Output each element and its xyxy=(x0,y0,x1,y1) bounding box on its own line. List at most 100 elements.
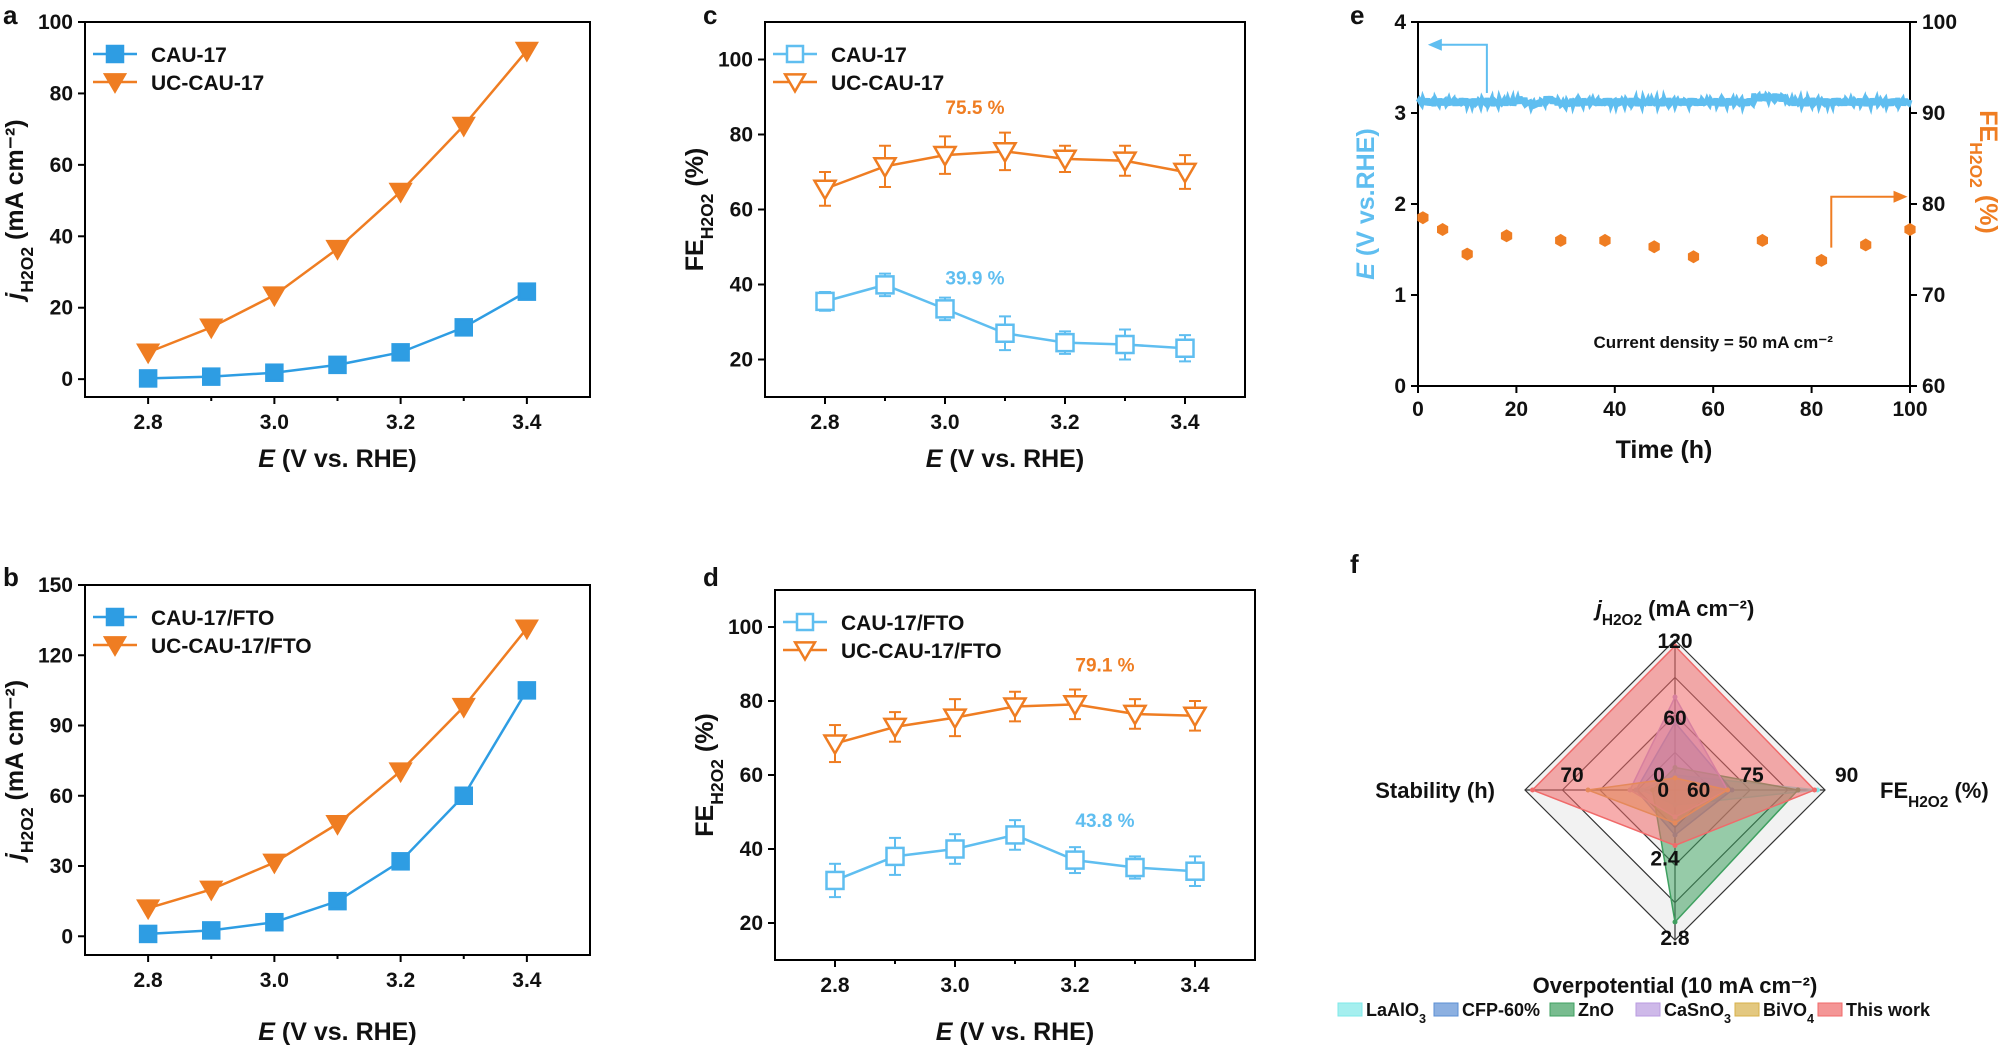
data-point xyxy=(136,899,161,921)
data-point xyxy=(1005,825,1025,845)
x-tick-label: 3.0 xyxy=(940,974,969,997)
legend-swatch xyxy=(1337,1002,1363,1017)
radar-legend-item: This work xyxy=(1817,1000,1931,1020)
legend-marker xyxy=(795,612,815,632)
y-tick-label: 4 xyxy=(1394,11,1406,34)
potential-trace xyxy=(1415,89,1913,116)
y-tick-label: 30 xyxy=(50,855,73,878)
panel-d: d 2.8 3.0 3.2 3.4 20 40 60 80 100 E (V vs. RHE) FEH… xyxy=(691,562,1256,1046)
legend-marker xyxy=(782,73,808,94)
x-tick-label: 3.4 xyxy=(1180,974,1210,997)
data-point xyxy=(514,41,539,63)
y-tick-label: 60 xyxy=(50,154,73,177)
x-tick-label: 3.4 xyxy=(1170,411,1200,434)
x-tick-label: 2.8 xyxy=(134,969,164,992)
data-point xyxy=(262,286,287,308)
data-point xyxy=(875,275,895,295)
legend-swatch xyxy=(1433,1002,1459,1017)
radar-tick: 0 xyxy=(1653,764,1665,787)
radar-tick: 0 xyxy=(1657,779,1669,802)
radar-tick: 75 xyxy=(1740,764,1764,787)
x-tick-label: 40 xyxy=(1603,398,1626,421)
legend-item: CAU-17/FTO xyxy=(783,612,964,635)
series-UC-CAU-17 xyxy=(136,41,539,365)
y-tick-label: 0 xyxy=(1394,375,1406,398)
x-axis-label: E (V vs. RHE) xyxy=(936,1018,1094,1046)
panel-letter-e: e xyxy=(1350,0,1364,30)
plot-frame xyxy=(1417,21,1911,387)
data-point xyxy=(1002,697,1028,720)
radar-point xyxy=(1812,787,1817,793)
radar-tick: 120 xyxy=(1657,630,1692,653)
data-point xyxy=(388,762,413,784)
fe-point xyxy=(1904,223,1916,236)
y-tick-label: 60 xyxy=(740,764,763,787)
y-tick-label: 80 xyxy=(730,124,753,147)
x-tick-label: 2.8 xyxy=(820,974,850,997)
fe-point xyxy=(1648,240,1660,254)
radar-legend-item: ZnO xyxy=(1549,1000,1614,1020)
y-tick-label: 40 xyxy=(730,274,753,297)
legend-swatch xyxy=(1734,1002,1760,1017)
radar-tick: 90 xyxy=(1835,764,1858,787)
data-point xyxy=(1065,850,1085,870)
y-tick-label: 80 xyxy=(740,690,763,713)
x-tick-label: 3.4 xyxy=(512,969,542,992)
left-axis-arrow xyxy=(1437,43,1488,93)
radar-tick: 60 xyxy=(1687,779,1710,802)
y-tick-label: 20 xyxy=(740,912,763,935)
x-axis-label: E (V vs. RHE) xyxy=(258,1018,416,1046)
x-tick-label: 3.0 xyxy=(930,411,959,434)
y-tick-label: 40 xyxy=(50,225,73,248)
right-axis-arrow xyxy=(1830,195,1896,248)
panel-letter-a: a xyxy=(3,0,18,30)
y-tick-label: 100 xyxy=(718,49,753,72)
data-point xyxy=(325,239,350,261)
radar-point xyxy=(1672,643,1678,649)
data-point xyxy=(454,318,473,337)
y-tick-label: 100 xyxy=(38,11,73,34)
y-tick-label: 0 xyxy=(61,925,73,948)
data-point xyxy=(454,786,473,806)
legend-label: ZnO xyxy=(1578,1000,1614,1020)
data-point xyxy=(265,363,284,382)
series-CAU-17/FTO xyxy=(825,819,1205,899)
y-axis-label: FEH2O2 (%) xyxy=(681,148,717,272)
y-axis-label: jH2O2 (mA cm⁻²) xyxy=(1,119,37,302)
y-tick-label: 150 xyxy=(38,574,73,597)
x-tick-label: 100 xyxy=(1892,398,1927,421)
fe-point xyxy=(1461,247,1473,261)
series-CAU-17 xyxy=(138,282,537,388)
radar-tick: 70 xyxy=(1560,764,1583,787)
annotation: 75.5 % xyxy=(945,98,1004,119)
data-point xyxy=(1055,332,1075,353)
radar-tick: 2.4 xyxy=(1650,848,1680,871)
panel-letter-b: b xyxy=(3,562,19,592)
x-tick-label: 3.4 xyxy=(512,411,542,434)
legend-label: CAU-17 xyxy=(151,44,227,67)
y-axis-label: FEH2O2 (%) xyxy=(691,713,727,837)
legend-label: BiVO4 xyxy=(1763,1000,1814,1026)
legend-item: UC-CAU-17/FTO xyxy=(93,635,312,658)
data-point xyxy=(1052,149,1078,172)
y-axis-label: jH2O2 (mA cm⁻²) xyxy=(1,680,37,863)
radar-label-right: FEH2O2 (%) xyxy=(1880,778,1989,811)
legend-item: UC-CAU-17/FTO xyxy=(783,640,1002,663)
legend-label: LaAlO3 xyxy=(1366,1000,1426,1026)
y2-axis-label: FEH2O2 (%) xyxy=(1966,110,1999,234)
x-axis-label: Time (h) xyxy=(1616,436,1713,464)
legend-label: UC-CAU-17/FTO xyxy=(841,640,1002,663)
y2-tick-label: 60 xyxy=(1922,375,1945,398)
data-point xyxy=(882,717,908,740)
radar-tick: 60 xyxy=(1663,707,1686,730)
legend-item: UC-CAU-17 xyxy=(93,72,264,95)
annotation: 43.8 % xyxy=(1075,811,1134,832)
y2-tick-label: 90 xyxy=(1922,102,1945,125)
x-tick-label: 20 xyxy=(1505,398,1528,421)
legend-item: UC-CAU-17 xyxy=(773,72,944,95)
x-tick-label: 3.2 xyxy=(386,969,415,992)
x-tick-label: 0 xyxy=(1412,398,1424,421)
data-point xyxy=(822,734,848,757)
legend-item: CAU-17 xyxy=(773,44,907,67)
legend-marker xyxy=(102,636,128,657)
